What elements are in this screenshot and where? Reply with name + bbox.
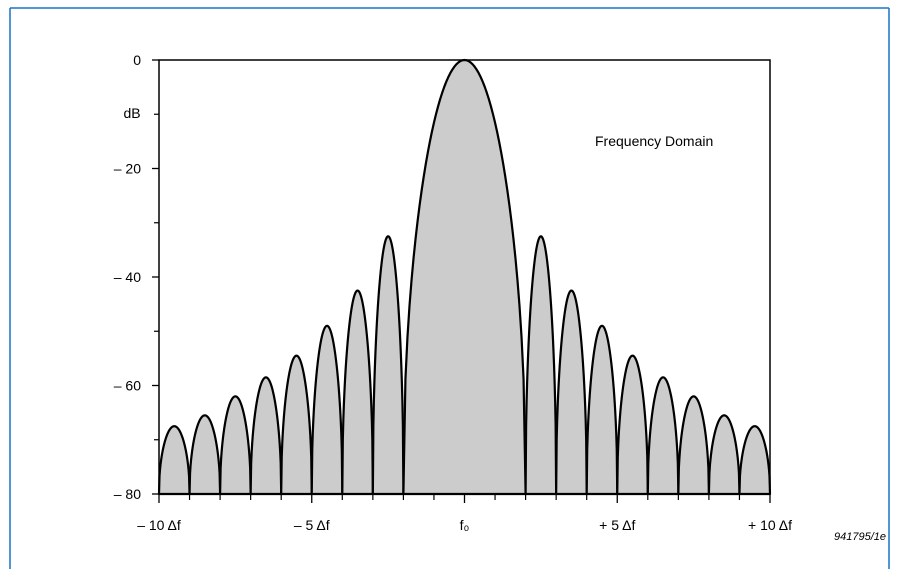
y-tick-label: – 80 [114,486,141,502]
lobe-1 [188,414,222,496]
lobe-15 [707,414,741,496]
lobe-11 [585,324,619,496]
figure-id: 941795/1e [834,531,886,543]
y-axis: 0 – 20 – 40 – 60 – 80 [114,52,159,502]
x-tick-label: – 10 Δf [137,517,181,533]
lobe-12 [616,354,649,496]
x-axis: – 10 Δf – 5 Δf f₀ + 5 Δf + 10 Δf [137,494,792,533]
lobe-4 [280,354,313,496]
lobe-10 [555,289,588,496]
x-tick-label: f₀ [460,517,470,533]
lobe-13 [646,376,680,496]
x-tick-label: + 10 Δf [748,517,792,533]
spectrum-lobes [157,58,772,496]
lobe-5 [310,324,344,496]
annotation-frequency-domain: Frequency Domain [595,133,713,149]
y-tick-label: 0 [133,52,141,68]
lobe-9 [524,235,558,496]
lobe-16 [738,425,772,496]
lobe-14 [677,395,710,496]
lobe-2 [219,395,252,496]
y-axis-label: dB [123,105,140,121]
lobe-8 [402,58,527,496]
y-tick-label: – 60 [114,378,141,394]
y-tick-label: – 40 [114,269,141,285]
lobe-7 [371,235,405,496]
lobe-0 [157,425,191,496]
x-tick-label: – 5 Δf [294,517,330,533]
lobe-3 [249,376,283,496]
lobe-6 [341,289,374,496]
x-tick-label: + 5 Δf [599,517,635,533]
y-tick-label: – 20 [114,161,141,177]
